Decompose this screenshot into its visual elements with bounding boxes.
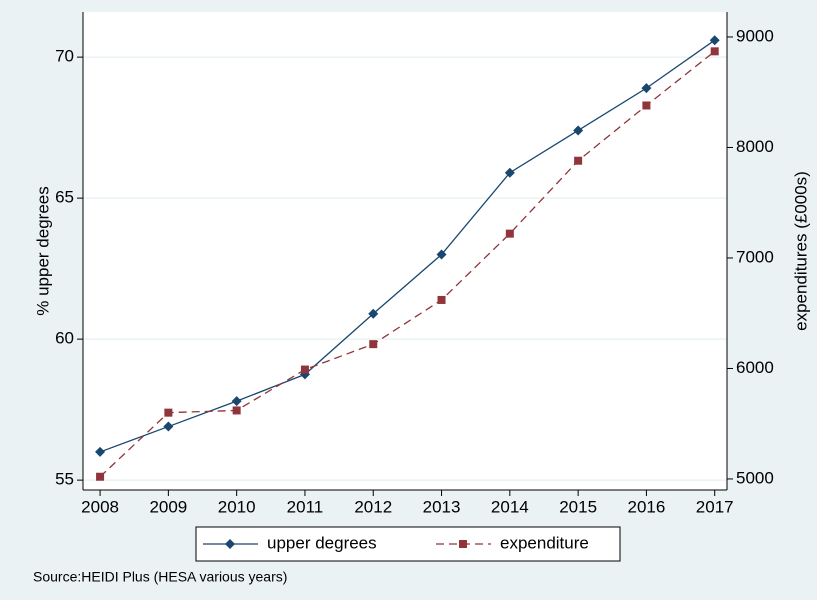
marker <box>504 167 515 178</box>
series-line <box>99 39 716 453</box>
legend-marker <box>459 540 467 548</box>
marker <box>437 295 446 304</box>
marker <box>709 35 720 46</box>
y-tick-label: 65 <box>55 188 74 207</box>
legend-label: upper degrees <box>267 533 377 552</box>
x-tick-label: 2012 <box>354 497 392 516</box>
marker <box>163 421 174 432</box>
x-tick-label: 2016 <box>628 497 666 516</box>
marker <box>641 83 652 94</box>
y-tick-label: 55 <box>55 470 74 489</box>
marker <box>436 249 447 260</box>
plot-area <box>83 12 727 490</box>
y2-axis-title: expenditures (£000s) <box>791 171 810 331</box>
y2-tick-label: 7000 <box>736 247 774 266</box>
x-tick-label: 2010 <box>218 497 256 516</box>
x-tick-label: 2017 <box>696 497 734 516</box>
series-line <box>99 50 716 478</box>
marker <box>95 446 106 457</box>
y-tick-label: 70 <box>55 47 74 66</box>
marker <box>231 396 242 407</box>
marker <box>574 156 583 165</box>
x-tick-label: 2008 <box>81 497 119 516</box>
x-tick-label: 2011 <box>287 497 324 516</box>
marker <box>573 125 584 136</box>
marker <box>505 229 514 238</box>
y-axis-title: % upper degrees <box>33 186 52 315</box>
marker <box>232 406 241 415</box>
y2-tick-label: 8000 <box>736 137 774 156</box>
marker <box>710 47 719 56</box>
x-tick-label: 2009 <box>149 497 187 516</box>
marker <box>300 365 309 374</box>
marker <box>368 308 379 319</box>
y2-tick-label: 5000 <box>736 468 774 487</box>
marker <box>642 101 651 110</box>
x-tick-label: 2013 <box>423 497 461 516</box>
y2-tick-label: 9000 <box>736 26 774 45</box>
legend <box>195 526 621 562</box>
y-tick-label: 60 <box>55 329 74 348</box>
legend-label: expenditure <box>500 533 589 552</box>
legend-marker <box>225 539 235 549</box>
x-tick-label: 2015 <box>559 497 597 516</box>
y2-tick-label: 6000 <box>736 358 774 377</box>
marker <box>369 340 378 349</box>
marker <box>164 408 173 417</box>
x-tick-label: 2014 <box>491 497 529 516</box>
marker <box>96 472 105 481</box>
source-note: Source:HEIDI Plus (HESA various years) <box>33 569 287 585</box>
